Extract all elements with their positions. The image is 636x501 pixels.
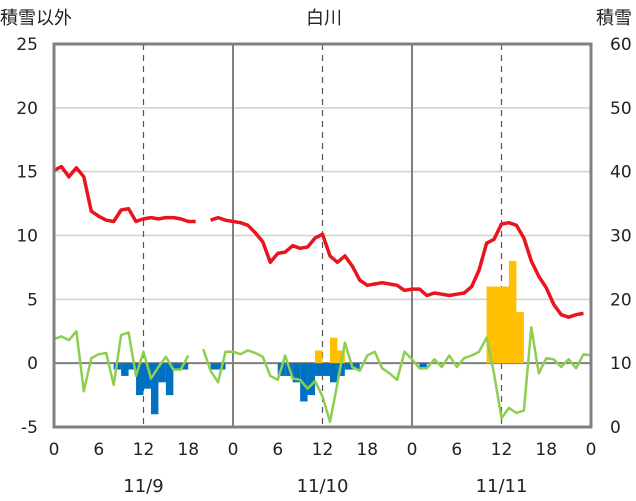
x-tick-label: 12 [491,440,513,460]
series-line [53,326,592,424]
bar [121,363,129,376]
y-right-tick-label: 10 [610,354,632,374]
x-date-label: 11/9 [123,476,163,497]
y-left-tick-label: 0 [27,354,38,374]
y-right-tick-label: 50 [610,99,632,119]
series-line [53,164,584,319]
x-tick-label: 12 [133,440,155,460]
x-axis-ticks: 0 6 12 18 0 6 12 18 0 6 12 18 0 [49,440,597,460]
x-tick-label: 0 [228,440,239,460]
x-tick-label: 6 [272,440,283,460]
x-tick-label: 0 [586,440,597,460]
x-axis-dates: 11/9 11/10 11/11 [123,476,527,497]
y-right-tick-label: 20 [610,290,632,310]
bar [329,337,338,364]
bar [292,363,301,383]
bar [516,312,524,364]
left-axis-label: 積雪以外 [0,8,72,29]
x-date-label: 11/10 [297,476,349,497]
y-left-tick-label: -5 [21,418,38,438]
y-left-tick-label: 5 [27,290,38,310]
bar [419,363,427,370]
y-left-tick-label: 25 [16,35,38,55]
right-axis-label: 積雪 [596,8,632,29]
plot-frame [52,42,593,429]
bar [136,363,144,396]
bar [344,363,353,370]
y-right-tick-label: 30 [610,227,632,247]
x-tick-label: 6 [451,440,462,460]
bar [158,363,166,383]
bar [143,363,151,389]
bar [210,363,219,370]
bar [180,363,189,370]
y-right-tick-label: 40 [610,163,632,183]
x-tick-label: 18 [177,440,199,460]
chart-title: 白川 [306,8,342,29]
left-axis-ticks: -5 0 5 10 15 20 25 [16,35,38,438]
y-right-tick-label: 0 [610,418,621,438]
bar [315,363,323,376]
right-axis-ticks: 0 10 20 30 40 50 60 [610,35,632,438]
y-left-tick-label: 15 [16,163,38,183]
x-tick-label: 18 [535,440,557,460]
bar [494,286,502,364]
bar [173,363,181,370]
x-tick-label: 0 [407,440,418,460]
bar [486,286,495,364]
bar [315,350,323,364]
x-tick-label: 12 [312,440,334,460]
bar [150,363,159,415]
y-left-tick-label: 20 [16,99,38,119]
bar [307,363,316,396]
bar [329,363,338,383]
y-right-tick-label: 60 [610,35,632,55]
bar [352,363,360,370]
bar [165,363,174,396]
x-tick-label: 0 [49,440,60,460]
bar [508,261,517,364]
x-tick-label: 6 [93,440,104,460]
y-left-tick-label: 10 [16,227,38,247]
x-tick-label: 18 [356,440,378,460]
x-date-label: 11/11 [476,476,528,497]
bar [322,363,330,376]
bar [128,363,137,370]
bar [501,286,509,364]
